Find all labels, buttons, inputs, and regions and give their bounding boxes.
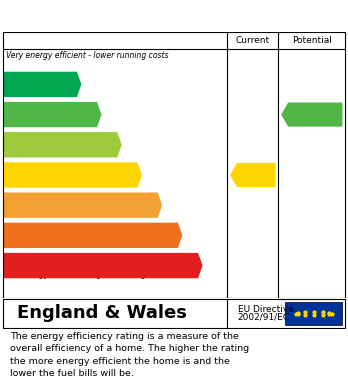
Text: 83: 83	[305, 108, 323, 121]
Polygon shape	[3, 102, 102, 127]
Text: (1-20): (1-20)	[8, 262, 30, 269]
Text: Potential: Potential	[292, 36, 332, 45]
Polygon shape	[3, 72, 81, 97]
Text: C: C	[118, 138, 128, 152]
Text: EU Directive: EU Directive	[238, 305, 294, 314]
Text: The energy efficiency rating is a measure of the
overall efficiency of a home. T: The energy efficiency rating is a measur…	[10, 332, 250, 378]
Text: England & Wales: England & Wales	[17, 304, 187, 322]
Text: Current: Current	[236, 36, 270, 45]
Text: 2002/91/EC: 2002/91/EC	[238, 313, 290, 322]
Polygon shape	[3, 223, 182, 248]
Text: D: D	[139, 168, 150, 182]
Text: B: B	[98, 108, 109, 122]
Text: G: G	[199, 258, 211, 273]
Text: Not energy efficient - higher running costs: Not energy efficient - higher running co…	[6, 270, 169, 279]
Text: (69-80): (69-80)	[8, 142, 34, 148]
Text: F: F	[179, 228, 188, 242]
Text: 63: 63	[246, 169, 263, 181]
Text: Very energy efficient - lower running costs: Very energy efficient - lower running co…	[6, 51, 169, 60]
Text: Energy Efficiency Rating: Energy Efficiency Rating	[10, 9, 221, 23]
Text: A: A	[78, 77, 89, 91]
Bar	[285, 302, 342, 325]
Text: (81-91): (81-91)	[8, 111, 34, 118]
Polygon shape	[230, 163, 276, 187]
Polygon shape	[281, 102, 342, 127]
Polygon shape	[3, 192, 162, 218]
Text: (39-54): (39-54)	[8, 202, 34, 208]
Text: (92-100): (92-100)	[8, 81, 39, 88]
Text: (21-38): (21-38)	[8, 232, 34, 239]
Polygon shape	[3, 162, 142, 188]
Polygon shape	[3, 132, 122, 158]
Polygon shape	[3, 253, 203, 278]
Text: (55-68): (55-68)	[8, 172, 34, 178]
Text: E: E	[159, 198, 168, 212]
